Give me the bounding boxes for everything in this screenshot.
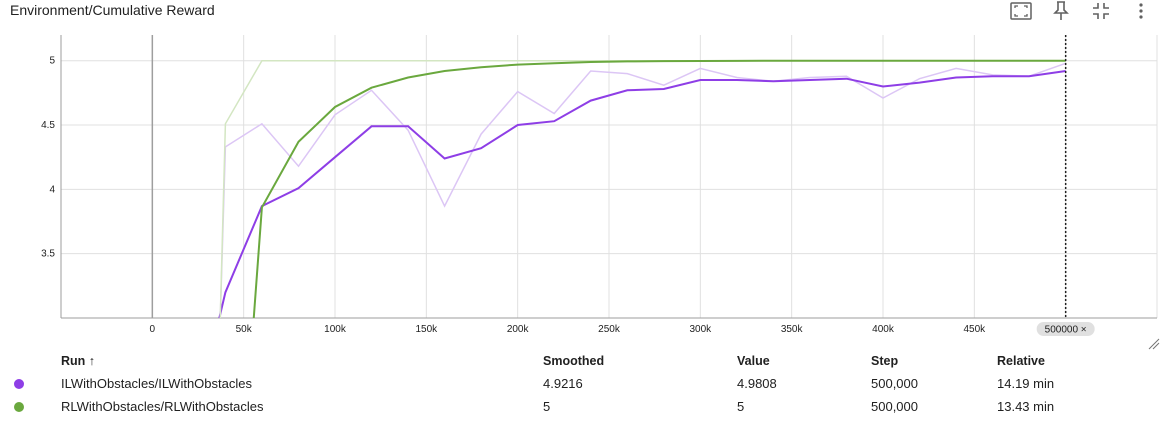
run-name: ILWithObstacles/ILWithObstacles [61, 376, 252, 391]
series-smoothed-line [218, 70, 1066, 318]
fit-domain-icon[interactable] [1008, 0, 1034, 22]
grid [60, 35, 1158, 319]
x-tick-label: 100k [324, 324, 347, 335]
y-tick-label: 4 [49, 184, 55, 195]
line-chart[interactable]: 0 50k 100k 150k 200k 250k 300k 350k 400k 450k 3.5 4… [0, 0, 1166, 345]
relative-time: 14.19 min [997, 376, 1055, 391]
table-header: Run ↑ Smoothed Value Step Relative [0, 350, 1166, 372]
step-value: 500,000 [871, 376, 918, 391]
x-tick-label: 0 [150, 324, 156, 335]
run-name: RLWithObstacles/RLWithObstacles [61, 399, 264, 414]
raw-value: 4.9808 [737, 376, 777, 391]
chart-toolbar [1008, 0, 1154, 22]
y-tick-label: 5 [49, 56, 55, 67]
table-row: RLWithObstacles/RLWithObstacles 5 5 500,… [0, 396, 1166, 418]
series-group [219, 59, 1066, 318]
step-value: 500,000 [871, 399, 918, 414]
x-tick-label: 50k [236, 324, 253, 335]
x-tick-label: 150k [415, 324, 438, 335]
hover-marker: 500000 × [1036, 35, 1095, 336]
resize-handle-icon[interactable] [1148, 338, 1160, 350]
series-smoothed-line [252, 59, 1066, 318]
hover-step-label: 500000 × [1045, 325, 1087, 336]
series-group [218, 62, 1066, 318]
smoothed-value: 5 [543, 399, 551, 414]
table-row: ILWithObstacles/ILWithObstacles 4.9216 4… [0, 373, 1166, 395]
x-tick-label: 200k [507, 324, 530, 335]
hover-step-chip [1036, 322, 1095, 336]
series-color-dot [14, 402, 24, 412]
tick-labels: 0 50k 100k 150k 200k 250k 300k 350k 400k 450k 3.5 4… [41, 56, 986, 335]
header-step[interactable]: Step [871, 354, 899, 368]
series-raw-line [219, 62, 1066, 318]
pin-icon[interactable] [1048, 0, 1074, 22]
header-relative[interactable]: Relative [997, 354, 1045, 368]
series-color-dot [14, 379, 24, 389]
x-tick-label: 300k [689, 324, 712, 335]
x-tick-label: 350k [781, 324, 804, 335]
series-lines [218, 59, 1066, 318]
relative-time: 13.43 min [997, 399, 1055, 414]
y-tick-label: 3.5 [41, 249, 55, 260]
collapse-icon[interactable] [1088, 0, 1114, 22]
x-tick-label: 250k [598, 324, 621, 335]
raw-value: 5 [737, 399, 745, 414]
more-vert-icon[interactable] [1128, 0, 1154, 22]
header-run[interactable]: Run ↑ [61, 354, 96, 368]
header-smoothed[interactable]: Smoothed [543, 354, 605, 368]
axes [60, 35, 1157, 319]
x-tick-label: 450k [963, 324, 986, 335]
smoothed-value: 4.9216 [543, 376, 583, 391]
header-value[interactable]: Value [737, 354, 770, 368]
chart-title: Environment/Cumulative Reward [10, 2, 215, 18]
x-tick-label: 400k [872, 324, 895, 335]
y-tick-label: 4.5 [41, 120, 55, 131]
